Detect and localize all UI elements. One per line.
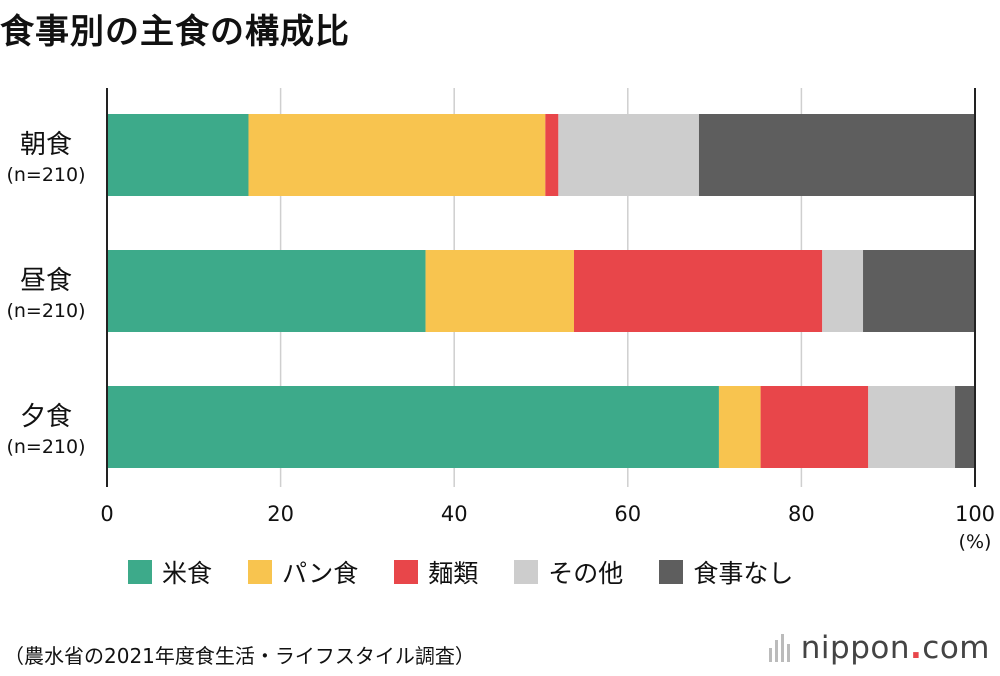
x-tick-label: 0 xyxy=(100,502,113,526)
bar-segment xyxy=(107,386,719,468)
legend-swatch xyxy=(394,560,419,584)
category-label: 朝食 xyxy=(20,130,72,160)
bar-segment xyxy=(248,114,546,196)
chart-title: 食事別の主食の構成比 xyxy=(0,12,350,52)
legend-swatch xyxy=(248,560,273,584)
category-label: 夕食 xyxy=(20,402,72,432)
legend-swatch xyxy=(659,560,684,584)
x-tick-label: 80 xyxy=(788,502,815,526)
legend-label: 米食 xyxy=(162,559,213,588)
x-tick-label: 60 xyxy=(614,502,641,526)
legend: 米食 パン食 麺類 その他 食事なし xyxy=(128,554,829,590)
bar-segment xyxy=(868,386,956,468)
bar-segment xyxy=(822,250,864,332)
legend-item: その他 xyxy=(514,554,623,590)
legend-item: 麺類 xyxy=(394,554,478,590)
category-sublabel: (n=210) xyxy=(6,436,85,458)
brand-mark-icon xyxy=(768,634,793,662)
x-tick-label: 100 xyxy=(955,502,995,526)
bar-segment xyxy=(425,250,574,332)
category-label: 昼食 xyxy=(20,266,72,296)
category-sublabel: (n=210) xyxy=(6,164,85,186)
bar-segment xyxy=(718,386,761,468)
bar-segment xyxy=(955,386,975,468)
legend-label: 食事なし xyxy=(693,559,794,588)
bar-segment xyxy=(558,114,699,196)
stacked-bar-chart: 朝食 (n=210) 昼食 (n=210) 夕食 (n=210) 0 20 40 60 80 100 (… xyxy=(6,88,995,553)
legend-item: 米食 xyxy=(128,554,212,590)
legend-item: パン食 xyxy=(248,554,358,590)
bar-segment xyxy=(698,114,975,196)
legend-label: 麺類 xyxy=(428,559,479,588)
bar-segment xyxy=(107,114,249,196)
x-tick-label: 40 xyxy=(441,502,468,526)
bar-segment xyxy=(863,250,975,332)
bar-segment xyxy=(760,386,869,468)
legend-label: パン食 xyxy=(282,559,359,588)
legend-swatch xyxy=(128,560,152,584)
brand-logo: nippon.com xyxy=(768,630,990,666)
x-unit-label: (%) xyxy=(959,531,992,553)
x-tick-label: 20 xyxy=(267,502,294,526)
bar-segment xyxy=(107,250,426,332)
legend-swatch xyxy=(514,560,539,584)
source-note: （農水省の2021年度食生活・ライフスタイル調査） xyxy=(4,644,475,668)
bar-segment xyxy=(573,250,823,332)
bar-segment xyxy=(545,114,559,196)
category-sublabel: (n=210) xyxy=(6,300,85,322)
legend-item: 食事なし xyxy=(659,554,793,590)
brand-wordmark: nippon.com xyxy=(800,630,990,666)
legend-label: その他 xyxy=(548,559,624,588)
